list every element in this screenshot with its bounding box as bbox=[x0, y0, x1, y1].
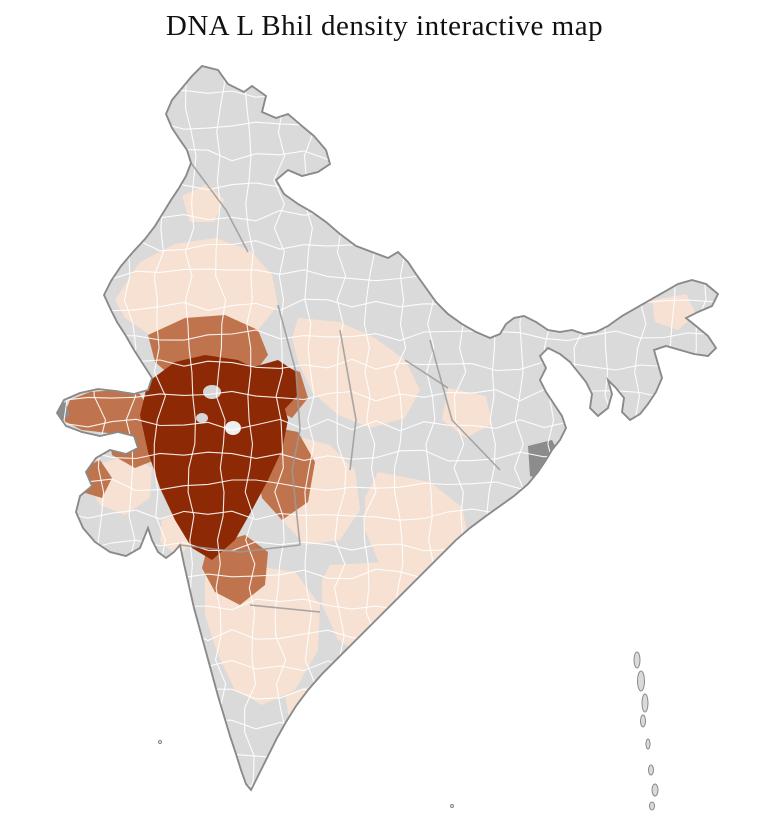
district-region[interactable] bbox=[652, 294, 696, 330]
island-district[interactable] bbox=[633, 651, 641, 669]
district-border-line bbox=[634, 66, 647, 790]
district-border-line bbox=[604, 66, 617, 790]
district-region[interactable] bbox=[292, 318, 420, 428]
island-district[interactable] bbox=[641, 693, 649, 713]
island-district[interactable] bbox=[648, 764, 654, 776]
district-border-line bbox=[57, 388, 718, 402]
state-borders bbox=[179, 162, 501, 613]
state-border-line bbox=[179, 544, 301, 553]
island-dot bbox=[449, 803, 455, 809]
state-border-line bbox=[404, 359, 449, 389]
district-region[interactable] bbox=[250, 360, 298, 412]
district-border-line bbox=[573, 66, 587, 790]
state-border-line bbox=[277, 304, 301, 431]
state-border-line bbox=[429, 339, 501, 471]
district-region[interactable] bbox=[203, 385, 221, 399]
district-border-line bbox=[63, 66, 77, 790]
state-border-line bbox=[339, 329, 357, 471]
district-border-line bbox=[57, 329, 718, 342]
island-district[interactable] bbox=[645, 738, 651, 750]
core-enclave-districts bbox=[196, 385, 241, 435]
district-border-line bbox=[244, 66, 257, 790]
district-border-line bbox=[273, 66, 287, 790]
district-border-line bbox=[57, 628, 718, 642]
district-border-line bbox=[57, 718, 718, 731]
district-border-line bbox=[214, 66, 227, 790]
state-border-line bbox=[291, 429, 301, 546]
district-border-line bbox=[57, 358, 718, 372]
district-region[interactable] bbox=[115, 238, 278, 345]
district-region[interactable] bbox=[196, 413, 208, 423]
district-region[interactable] bbox=[62, 390, 150, 433]
district-border-line bbox=[664, 66, 676, 790]
page-title: DNA L Bhil density interactive map bbox=[165, 10, 604, 42]
island-district[interactable] bbox=[637, 670, 645, 692]
district-border-line bbox=[57, 780, 718, 790]
district-border-line bbox=[57, 748, 718, 761]
state-border-line bbox=[190, 162, 249, 253]
district-border-line bbox=[57, 688, 718, 701]
district-border-line bbox=[693, 66, 707, 790]
district-border-line bbox=[57, 148, 718, 162]
district-border-line bbox=[57, 659, 718, 672]
district-border-line bbox=[724, 60, 735, 804]
island-district[interactable] bbox=[640, 714, 646, 728]
island-chain bbox=[157, 651, 659, 811]
island-dot bbox=[157, 739, 163, 745]
district-border-line bbox=[57, 179, 718, 192]
district-border-line bbox=[57, 119, 718, 131]
island-district[interactable] bbox=[649, 801, 655, 811]
state-border-line bbox=[249, 604, 321, 613]
district-region[interactable] bbox=[225, 421, 241, 435]
district-border-line bbox=[57, 208, 718, 222]
district-border-line bbox=[57, 88, 718, 102]
island-district[interactable] bbox=[651, 783, 659, 797]
